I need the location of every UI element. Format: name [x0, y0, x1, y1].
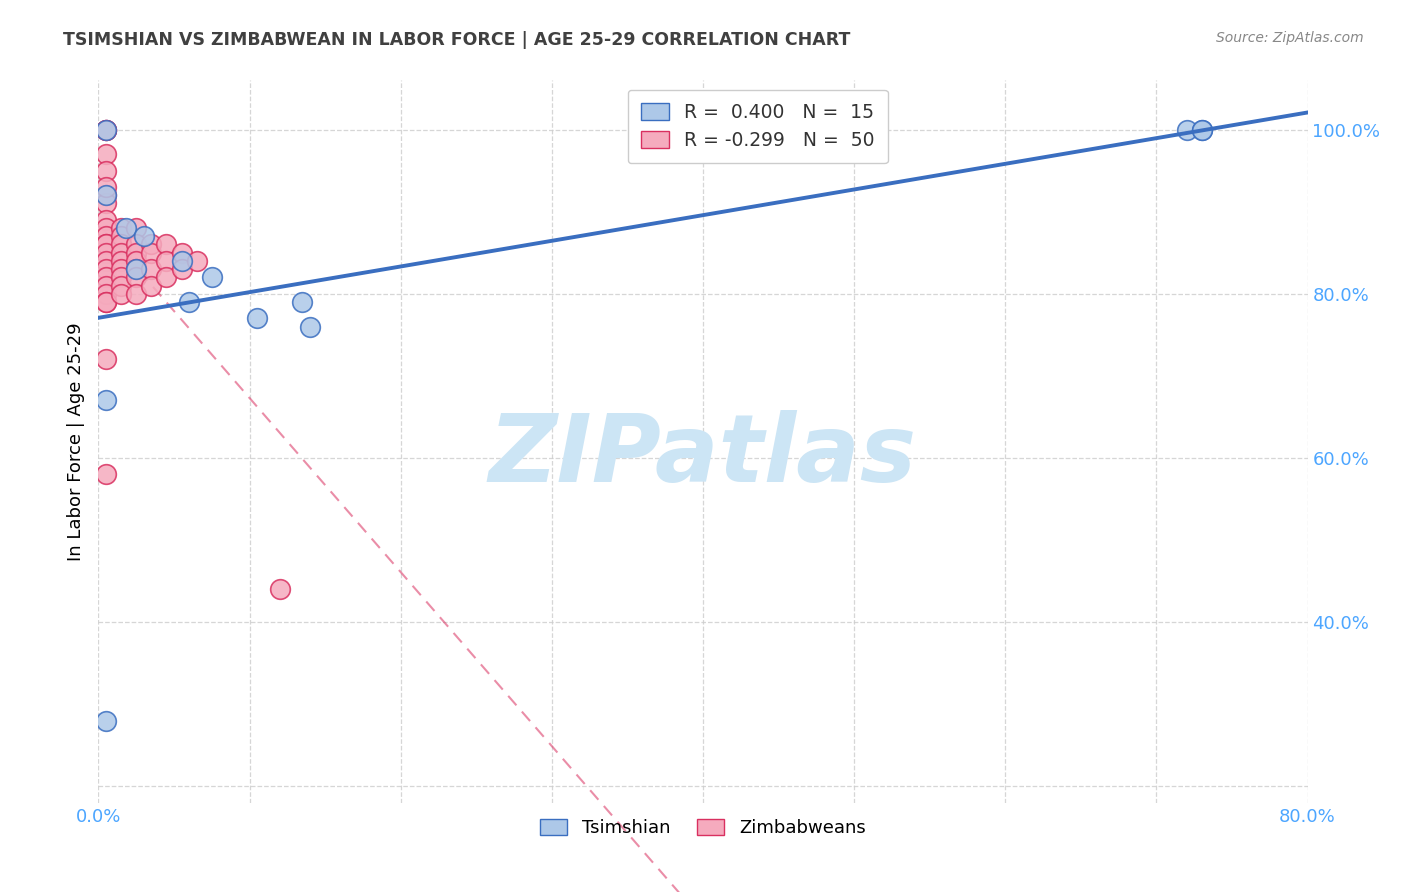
Point	[1191, 122, 1213, 136]
Point	[94, 262, 117, 277]
Point	[246, 311, 269, 326]
Point	[114, 221, 136, 235]
Point	[269, 582, 291, 597]
Point	[125, 262, 148, 277]
Point	[141, 237, 163, 252]
Point	[1191, 122, 1213, 136]
Point	[110, 221, 132, 235]
Text: ZIPatlas: ZIPatlas	[489, 410, 917, 502]
Point	[94, 196, 117, 211]
Point	[94, 237, 117, 252]
Point	[94, 221, 117, 235]
Point	[155, 270, 177, 285]
Point	[94, 352, 117, 367]
Point	[1175, 122, 1198, 136]
Point	[125, 270, 148, 285]
Point	[155, 237, 177, 252]
Point	[110, 270, 132, 285]
Point	[170, 253, 193, 268]
Legend: Tsimshian, Zimbabweans: Tsimshian, Zimbabweans	[533, 812, 873, 845]
Point	[94, 122, 117, 136]
Point	[125, 286, 148, 301]
Point	[94, 714, 117, 728]
Point	[110, 253, 132, 268]
Point	[94, 180, 117, 194]
Point	[94, 212, 117, 227]
Point	[155, 253, 177, 268]
Point	[94, 122, 117, 136]
Point	[141, 262, 163, 277]
Point	[94, 122, 117, 136]
Point	[94, 253, 117, 268]
Point	[299, 319, 322, 334]
Point	[94, 295, 117, 310]
Point	[291, 295, 314, 310]
Point	[94, 278, 117, 293]
Point	[201, 270, 224, 285]
Text: Source: ZipAtlas.com: Source: ZipAtlas.com	[1216, 31, 1364, 45]
Point	[125, 245, 148, 260]
Point	[179, 295, 201, 310]
Point	[94, 270, 117, 285]
Point	[94, 286, 117, 301]
Point	[110, 262, 132, 277]
Point	[110, 286, 132, 301]
Point	[94, 188, 117, 202]
Point	[94, 147, 117, 161]
Point	[94, 467, 117, 482]
Point	[110, 278, 132, 293]
Point	[94, 229, 117, 244]
Text: TSIMSHIAN VS ZIMBABWEAN IN LABOR FORCE | AGE 25-29 CORRELATION CHART: TSIMSHIAN VS ZIMBABWEAN IN LABOR FORCE |…	[63, 31, 851, 49]
Point	[186, 253, 208, 268]
Point	[110, 245, 132, 260]
Point	[110, 229, 132, 244]
Point	[125, 262, 148, 277]
Point	[170, 262, 193, 277]
Point	[94, 237, 117, 252]
Point	[94, 295, 117, 310]
Point	[94, 122, 117, 136]
Point	[141, 278, 163, 293]
Y-axis label: In Labor Force | Age 25-29: In Labor Force | Age 25-29	[66, 322, 84, 561]
Point	[94, 245, 117, 260]
Point	[170, 245, 193, 260]
Point	[125, 253, 148, 268]
Point	[125, 221, 148, 235]
Point	[125, 237, 148, 252]
Point	[141, 245, 163, 260]
Point	[94, 393, 117, 408]
Point	[132, 229, 155, 244]
Point	[94, 163, 117, 178]
Point	[110, 237, 132, 252]
Point	[94, 188, 117, 202]
